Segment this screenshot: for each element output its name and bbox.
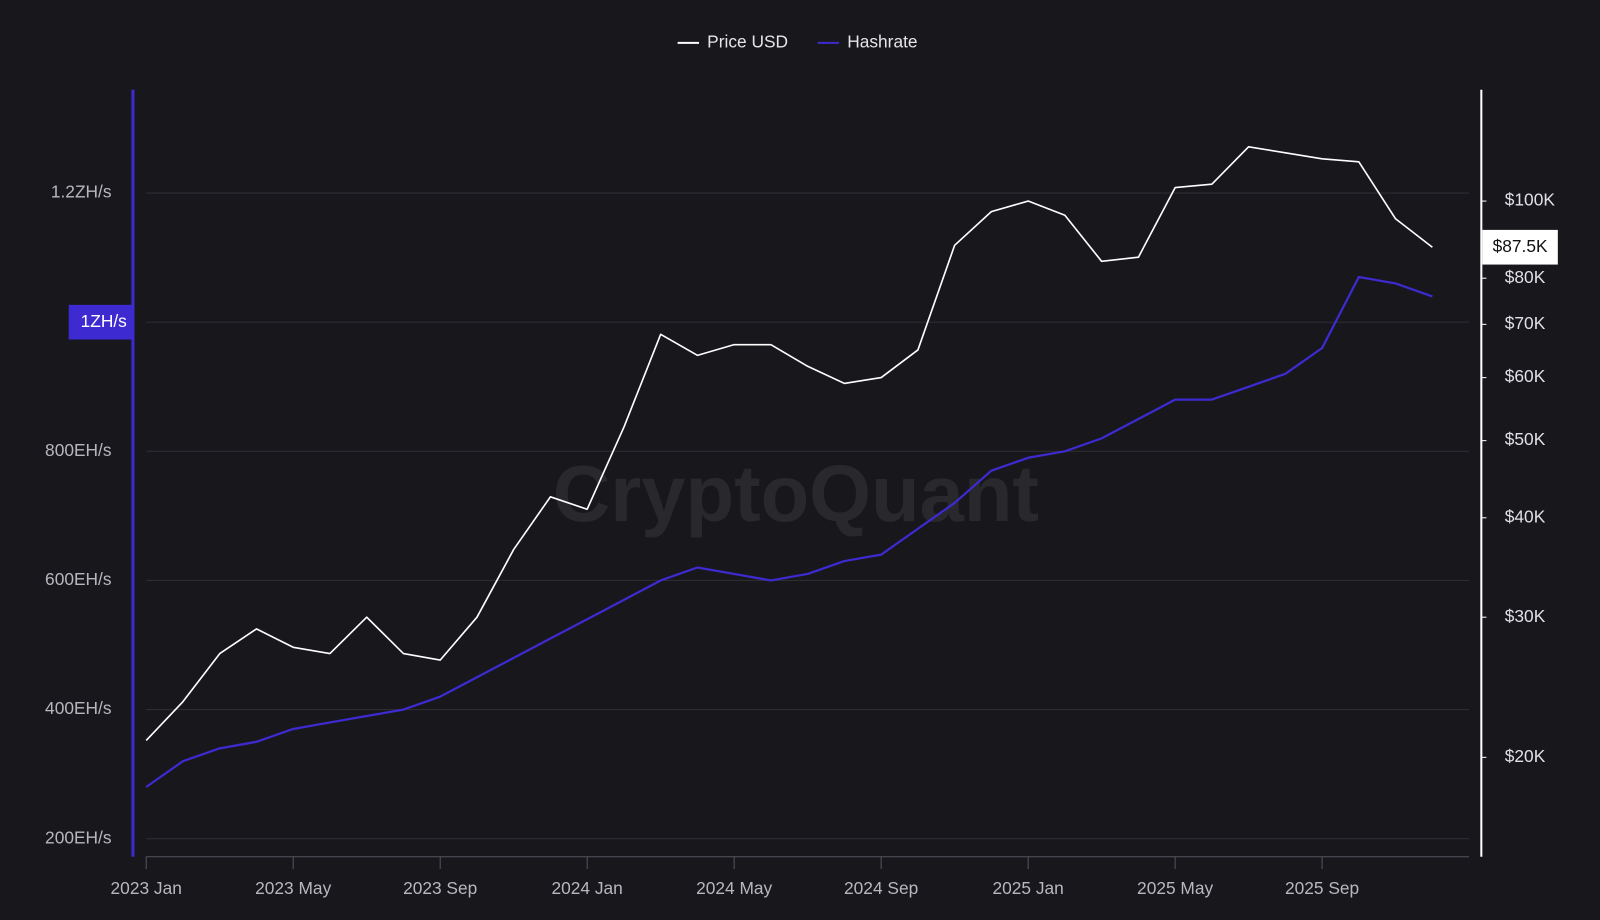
current-value-badge [68,304,134,340]
x-tick-label: 2023 May [255,878,331,898]
y-tick-label: 600EH/s [45,569,112,589]
y2-tick-label: $60K [1505,366,1546,386]
x-tick-label: 2025 May [1137,878,1213,898]
current-value-badge [1482,229,1558,265]
y-tick-label: 800EH/s [45,440,112,460]
series-line [145,275,1433,788]
watermark: CryptoQuant [553,449,1039,538]
y2-tick-label: $80K [1505,267,1546,287]
y2-tick-label: $100K [1505,190,1556,210]
x-tick-label: 2023 Jan [111,878,182,898]
y-tick-label: 1ZH/s [81,311,128,331]
y-tick-label: 400EH/s [45,698,112,718]
x-tick-label: 2025 Sep [1285,878,1359,898]
y-tick-label: 1.2ZH/s [51,182,112,202]
y2-tick-label: $70K [1505,313,1546,333]
series-line [145,145,1433,742]
axes: 200EH/s 400EH/s 600EH/s 800EH/s 1ZH/s 1.2ZH/s… [45,89,1558,898]
y-tick-label: 200EH/s [45,827,112,847]
legend-label: Hashrate [847,31,917,51]
x-tick-label: 2024 May [696,878,772,898]
y2-tick-label: $30K [1505,606,1546,626]
x-tick-label: 2024 Jan [552,878,623,898]
y2-tick-label: $20K [1505,746,1546,766]
legend: Price USD Hashrate [677,31,918,51]
legend-label: Price USD [707,31,788,51]
plot-area [145,145,1433,788]
current-value-label: $87.5K [1493,236,1548,256]
x-tick-label: 2024 Sep [844,878,918,898]
x-tick-label: 2023 Sep [403,878,477,898]
grid [146,192,1470,840]
x-tick-label: 2025 Jan [992,878,1063,898]
y2-tick-label: $40K [1505,506,1546,526]
y2-tick-label: $50K [1505,429,1546,449]
